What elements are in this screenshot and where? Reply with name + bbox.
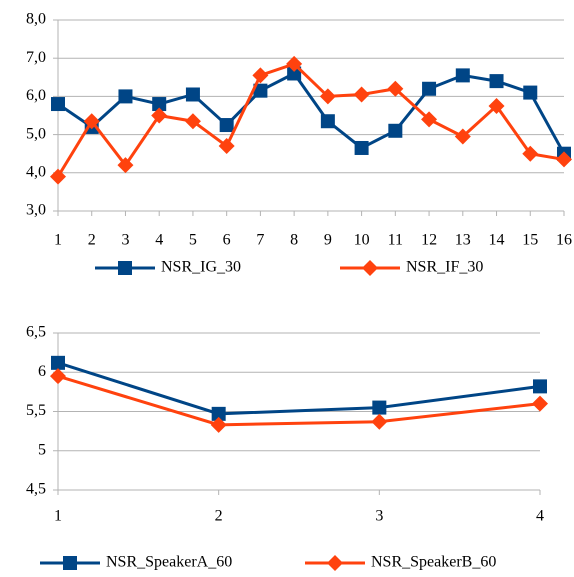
marker — [422, 81, 437, 96]
line — [57, 374, 541, 427]
marker — [523, 85, 538, 100]
marker — [118, 89, 133, 104]
x-tick-label: 4 — [536, 508, 544, 525]
line — [57, 71, 566, 155]
marker — [522, 145, 539, 162]
marker — [117, 157, 134, 174]
marker — [388, 123, 403, 138]
y-tick-label: 4,0 — [26, 163, 46, 180]
x-tick-label: 16 — [556, 232, 572, 249]
x-tick-label: 12 — [421, 232, 437, 249]
marker — [354, 140, 369, 155]
x-tick-label: 1 — [54, 508, 62, 525]
legend-label: NSR_IG_30 — [161, 259, 241, 276]
legend-label: NSR_SpeakerB_60 — [371, 554, 496, 571]
marker — [210, 416, 227, 433]
marker — [211, 406, 226, 421]
marker — [319, 88, 336, 105]
marker — [218, 138, 235, 155]
marker — [152, 97, 167, 112]
marker — [372, 400, 387, 415]
x-tick-label: 3 — [121, 232, 129, 249]
x-tick-label: 1 — [54, 232, 62, 249]
marker — [454, 128, 471, 145]
y-tick-label: 4,5 — [26, 481, 46, 498]
y-tick-label: 3,0 — [26, 202, 46, 219]
x-tick-label: 4 — [155, 232, 163, 249]
marker — [489, 74, 504, 89]
legend-label: NSR_IF_30 — [406, 259, 483, 276]
x-tick-label: 13 — [455, 232, 471, 249]
y-tick-label: 5 — [38, 441, 46, 458]
marker — [185, 87, 200, 102]
marker — [50, 168, 66, 185]
marker — [286, 55, 303, 72]
x-tick-label: 2 — [88, 232, 96, 249]
x-tick-label: 10 — [354, 232, 370, 249]
marker — [252, 67, 269, 84]
x-tick-label: 8 — [290, 232, 298, 249]
legend-marker — [327, 555, 343, 571]
marker — [353, 86, 370, 103]
x-tick-label: 2 — [215, 508, 223, 525]
x-tick-label: 7 — [256, 232, 264, 249]
y-tick-label: 5,5 — [26, 402, 46, 419]
marker — [371, 413, 388, 430]
marker — [320, 114, 335, 129]
y-tick-label: 6 — [38, 363, 46, 380]
x-tick-label: 14 — [489, 232, 505, 249]
y-tick-label: 5,0 — [26, 125, 46, 142]
x-tick-label: 15 — [522, 232, 538, 249]
marker — [253, 83, 268, 98]
marker — [51, 97, 65, 112]
marker — [287, 66, 302, 81]
marker — [50, 368, 66, 385]
legend-marker — [63, 556, 77, 570]
line — [56, 62, 565, 178]
marker — [455, 68, 470, 83]
marker — [488, 97, 505, 114]
marker — [533, 379, 547, 394]
marker — [51, 355, 65, 370]
y-tick-label: 7,0 — [26, 49, 46, 66]
legend-marker — [118, 261, 132, 275]
marker — [556, 151, 572, 168]
marker — [184, 113, 201, 130]
marker — [421, 111, 438, 128]
y-tick-label: 6,0 — [26, 87, 46, 104]
x-tick-label: 3 — [375, 508, 383, 525]
x-tick-label: 11 — [388, 232, 403, 249]
marker — [387, 80, 404, 97]
x-tick-label: 9 — [324, 232, 332, 249]
x-tick-label: 5 — [189, 232, 197, 249]
y-tick-label: 8,0 — [26, 11, 46, 28]
legend-marker — [362, 260, 378, 276]
marker — [151, 107, 168, 124]
legend-label: NSR_SpeakerA_60 — [106, 554, 232, 571]
marker — [532, 395, 548, 412]
x-tick-label: 6 — [223, 232, 231, 249]
marker — [219, 118, 234, 133]
marker — [83, 113, 100, 130]
line — [57, 361, 541, 416]
y-tick-label: 6,5 — [26, 324, 46, 341]
